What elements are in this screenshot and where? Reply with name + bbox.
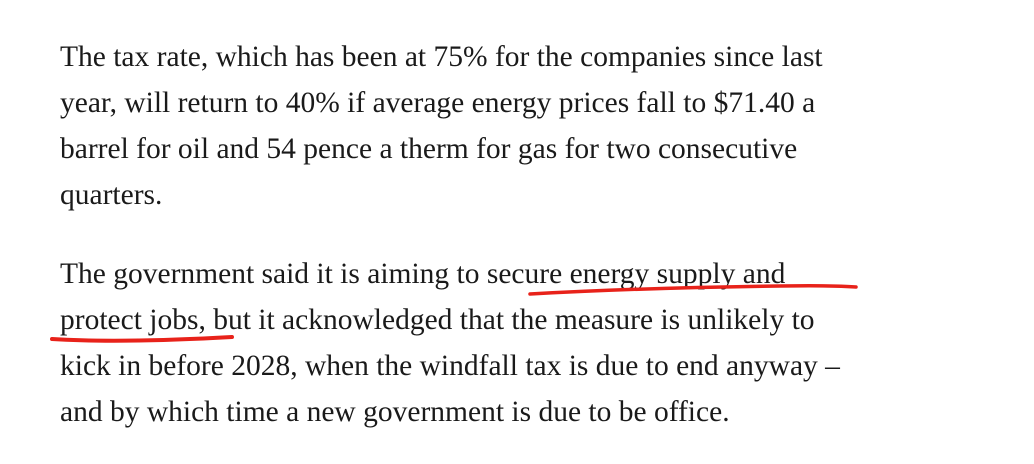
- text-line: and by which time a new government is du…: [60, 396, 730, 428]
- text-line: quarters.: [60, 179, 163, 211]
- text-line: barrel for oil and 54 pence a therm for …: [60, 133, 798, 165]
- red-underline: [50, 335, 234, 343]
- text-line: The tax rate, which has been at 75% for …: [60, 41, 823, 73]
- text-line: year, will return to 40% if average ener…: [60, 87, 816, 119]
- text-line: The government said it is aiming to secu…: [60, 258, 786, 290]
- red-underline: [528, 283, 858, 296]
- text-line: protect jobs, but it acknowledged that t…: [60, 304, 815, 336]
- text-line: kick in before 2028, when the windfall t…: [60, 350, 840, 382]
